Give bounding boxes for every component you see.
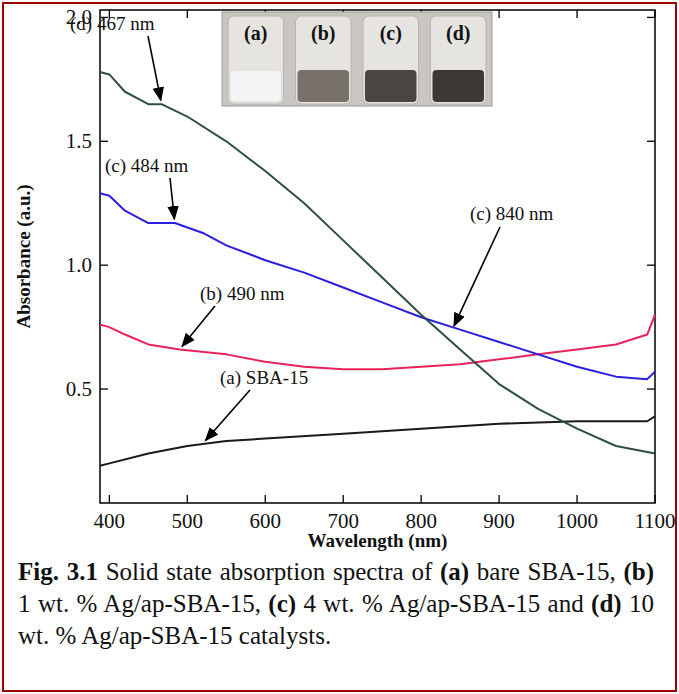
y-tick-right [647,265,655,266]
y-tick [100,388,108,389]
vial [296,16,352,104]
inset-label: (b) [311,22,335,45]
y-tick [100,141,108,142]
y-tick-label: 1.5 [66,129,92,153]
y-tick-label: 1.0 [66,253,92,277]
x-tick [343,495,344,503]
annotation-arrow [148,36,161,100]
vial-powder [298,70,350,102]
vial [228,16,284,104]
vial-powder [433,70,485,102]
annotation-arrow [454,227,500,326]
x-tick-label: 1100 [634,509,675,533]
annotation-arrow [206,390,250,441]
annotation-arrow [182,306,215,346]
x-tick-label: 500 [172,509,204,533]
y-tick-right [647,17,655,18]
inset-label: (d) [446,22,470,45]
y-tick-right [647,141,655,142]
x-tick [576,495,577,503]
x-tick-top [498,10,499,18]
caption: Fig. 3.1 Solid state absorption spectra … [18,556,654,652]
x-tick [498,495,499,503]
annotation-label: (c) 840 nm [470,203,554,225]
annotation-label: (b) 490 nm [200,283,285,305]
x-tick [187,495,188,503]
inset-background [222,12,492,106]
caption-letter: (b) [623,558,654,585]
x-tick-label: 1000 [556,509,598,533]
x-tick-top [576,10,577,18]
series-line [100,193,655,379]
x-tick [109,495,110,503]
x-tick-label: 600 [250,509,282,533]
x-tick [265,495,266,503]
annotation-arrow [170,178,174,219]
y-tick [100,265,108,266]
annotation-label: (a) SBA-15 [220,367,308,389]
x-tick [654,495,655,503]
vial-powder [230,70,282,102]
inset-label: (a) [244,22,267,45]
y-tick-right [647,388,655,389]
x-axis-title: Wavelength (nm) [308,530,448,552]
y-tick-label: 0.5 [66,377,92,401]
plot-frame [100,10,655,503]
caption-head: Fig. 3.1 [18,558,98,585]
vial [431,16,487,104]
annotation-label: (d) 467 nm [70,13,155,35]
caption-letter: (a) [440,558,469,585]
x-tick [421,495,422,503]
vial [363,16,419,104]
y-axis-title: Absorbance (a.u.) [13,184,35,328]
series-line [100,72,655,454]
inset-label: (c) [380,22,402,45]
annotation-label: (c) 484 nm [105,155,189,177]
vial-powder [365,70,417,102]
inset-photo: (a) (b) (c) (d) [222,12,492,106]
caption-letter: (d) [591,590,622,617]
chart: 400500600700800900100011000.51.01.52.0Wa… [0,0,679,552]
x-tick-label: 400 [94,509,126,533]
x-tick-top [187,10,188,18]
x-tick-label: 900 [483,509,515,533]
series-line [100,315,655,370]
caption-letter: (c) [268,590,296,617]
series-line [100,416,655,466]
